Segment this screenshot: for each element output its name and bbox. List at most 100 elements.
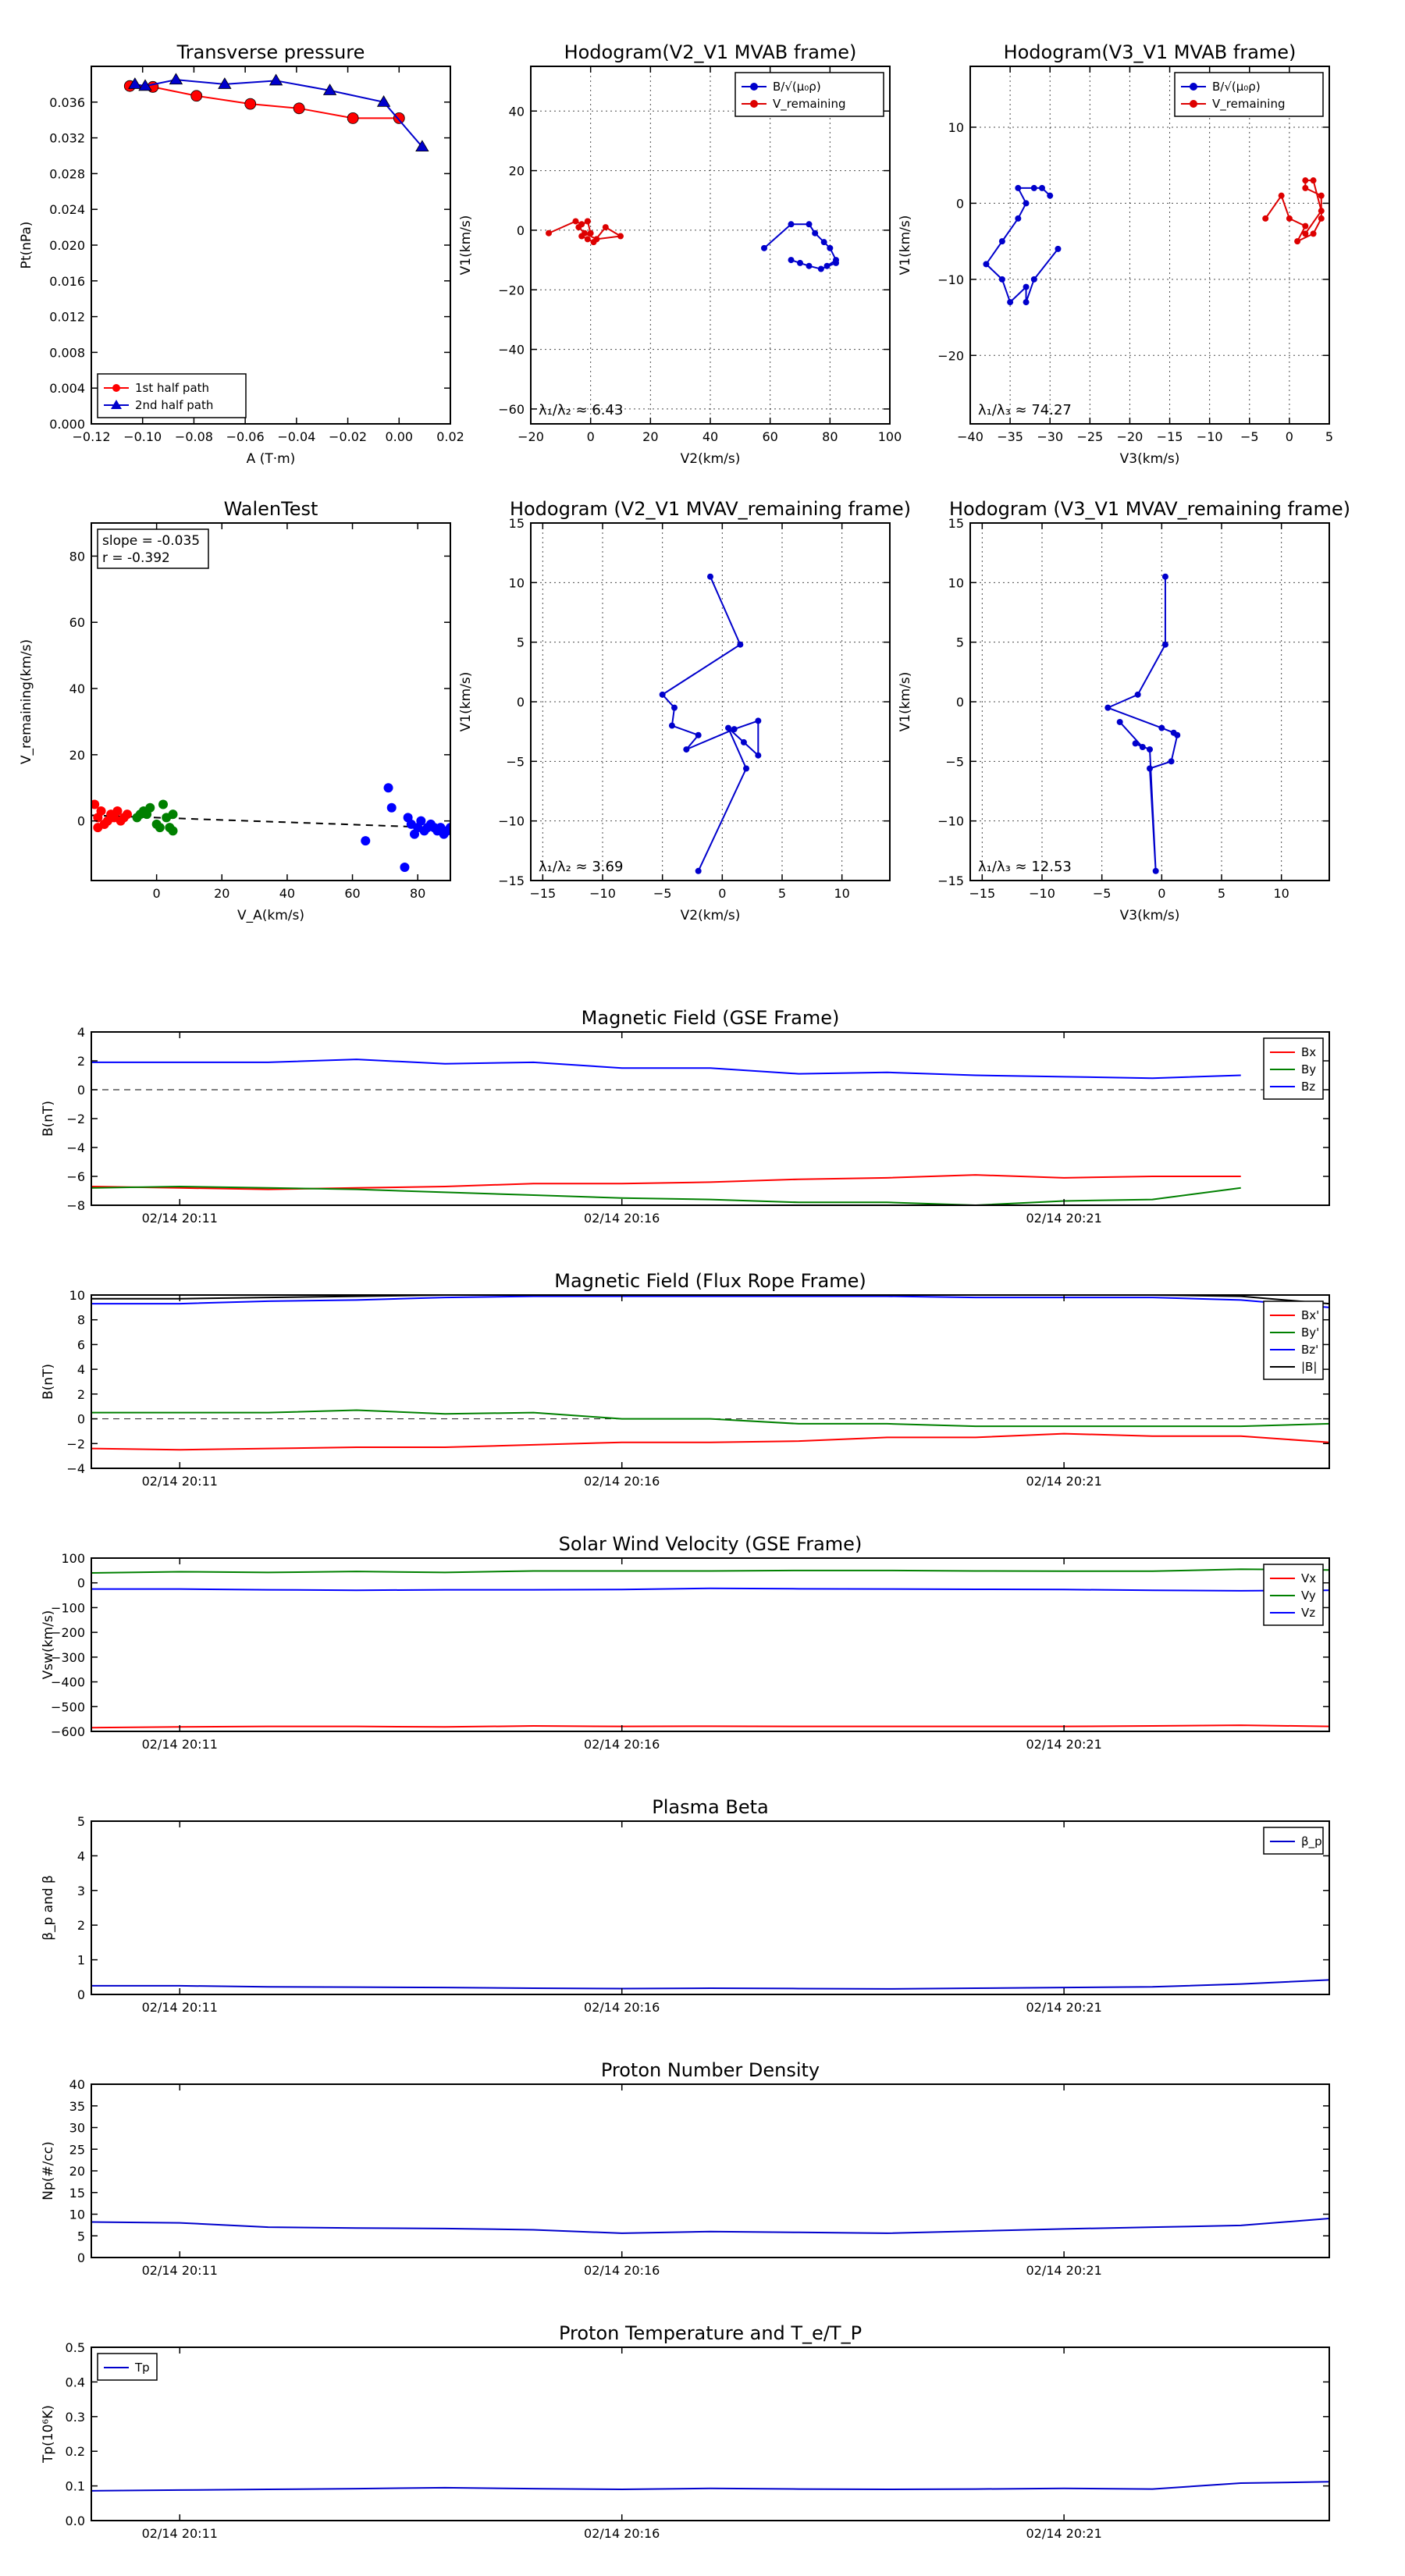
series-line [91, 1587, 1329, 1592]
tick-label-x: 02/14 20:21 [1026, 2000, 1101, 2015]
annotation-box [97, 528, 209, 569]
tick-label-x: −0.12 [72, 429, 110, 444]
tick-label-x: −20 [1117, 429, 1144, 444]
tick-label-y: 0.000 [49, 417, 85, 432]
series-line [91, 2481, 1329, 2492]
tick-label-y: 1 [77, 1953, 85, 1968]
tick-label-y: −10 [498, 814, 525, 829]
chart-title: Transverse pressure [176, 41, 365, 63]
tick-label-x: 02/14 20:11 [142, 1737, 218, 1752]
axis-label-y: V_remaining(km/s) [19, 639, 34, 764]
series-B/√(μ₀ρ) [983, 184, 1062, 306]
legend-label: By' [1301, 1325, 1319, 1340]
legend-marker [750, 100, 758, 108]
chart-title: Proton Number Density [601, 2059, 820, 2081]
data-point [446, 823, 450, 833]
data-point [725, 724, 731, 731]
tick-label-y: 2 [77, 1918, 85, 1933]
data-point [1134, 691, 1141, 698]
tick-label-y: 0.004 [49, 381, 85, 396]
annotation-line: r = -0.392 [102, 550, 170, 566]
series-β_p [91, 1979, 1329, 1990]
tick-label-y: 0.032 [49, 131, 85, 146]
tick-label-y: 10 [69, 2208, 85, 2222]
tick-label-x: 100 [878, 429, 902, 444]
tick-label-y: 0 [77, 2250, 85, 2265]
tick-label-y: −600 [51, 1724, 85, 1739]
series-line [91, 1568, 1329, 1574]
tick-label-y: 0.020 [49, 238, 85, 253]
tick-label-y: −400 [51, 1675, 85, 1690]
tick-label-y: −5 [506, 754, 525, 769]
legend-label: V_remaining [773, 97, 846, 112]
chart-title: Solar Wind Velocity (GSE Frame) [559, 1533, 863, 1555]
data-point [1104, 704, 1112, 711]
axis-label-y: Tp(10⁶K) [41, 2405, 56, 2464]
tick-label-x: −15 [1157, 429, 1183, 444]
data-point [820, 239, 827, 246]
data-point [788, 257, 795, 264]
legend-marker [1190, 100, 1197, 108]
tick-label-x: −25 [1076, 429, 1103, 444]
tick-label-y: −10 [937, 814, 964, 829]
series-1st half path [123, 80, 405, 124]
series-0 [91, 2218, 1329, 2234]
tick-label-x: 02/14 20:16 [584, 1737, 660, 1752]
axis-label-y: V1(km/s) [898, 672, 913, 732]
series-2 [361, 783, 450, 873]
legend-label: Vy [1301, 1589, 1316, 1603]
legend-label: |B| [1301, 1360, 1317, 1374]
data-point [1147, 746, 1153, 753]
data-point [1055, 245, 1062, 252]
tick-label-x: 02/14 20:16 [584, 1474, 660, 1489]
legend-box [735, 72, 884, 117]
data-point [393, 112, 405, 124]
data-point [1294, 238, 1301, 245]
tick-label-x: −10 [1197, 429, 1223, 444]
tick-label-y: 2 [77, 1054, 85, 1069]
tick-label-x: 40 [279, 886, 295, 901]
axes-frame [91, 522, 451, 881]
tick-label-y: 10 [948, 120, 964, 135]
data-point [169, 73, 183, 85]
tick-label-y: 80 [69, 549, 85, 564]
chart-title: Magnetic Field (Flux Rope Frame) [554, 1270, 866, 1292]
tick-label-x: 0 [1158, 886, 1165, 901]
data-point [99, 819, 109, 829]
series-line [91, 1185, 1241, 1205]
tick-label-x: 0.00 [385, 429, 413, 444]
tick-label-x: 02/14 20:21 [1026, 2263, 1101, 2278]
data-point [1007, 299, 1014, 306]
tick-label-y: 40 [69, 2077, 85, 2092]
tick-label-y: 0.024 [49, 202, 85, 217]
tick-label-x: −40 [957, 429, 984, 444]
tick-label-x: −0.02 [329, 429, 367, 444]
data-point [833, 259, 839, 266]
axis-label-y: Vsw(km/s) [41, 1610, 56, 1680]
tick-label-x: 02/14 20:11 [142, 2526, 218, 2541]
tick-label-y: 0 [77, 1083, 85, 1098]
data-point [827, 244, 834, 251]
chart-panel-3: 0 20 40 60 80 0 20 40 60 80 WalenTest V_A(km/s) V_re… [19, 498, 451, 923]
tick-label-y: 20 [69, 748, 85, 763]
chart-panel-11: 02/14 20:11 02/14 20:16 02/14 20:21 0.0 0.1 0… [41, 2322, 1330, 2541]
legend-label: 2nd half path [135, 398, 213, 412]
legend: Bx' By' Bz' |B| [1263, 1300, 1324, 1380]
tick-label-y: 3 [77, 1884, 85, 1898]
data-point [998, 238, 1005, 245]
data-point [659, 691, 666, 698]
chart-panel-7: 02/14 20:11 02/14 20:16 02/14 20:21 −4 −2 0 2 4… [41, 1270, 1330, 1489]
axes-frame [91, 2347, 1330, 2521]
tick-label-y: 0.036 [49, 95, 85, 110]
axis-label-y: Pt(nPa) [19, 222, 34, 269]
legend: Tp [97, 2353, 158, 2381]
chart-panel-9: 02/14 20:11 02/14 20:16 02/14 20:21 0 1 2 3 4 5 P… [41, 1796, 1330, 2015]
tick-label-y: 0 [77, 814, 85, 829]
data-point [1158, 724, 1165, 731]
data-point [269, 73, 283, 86]
series-line [130, 85, 400, 119]
tick-label-x: 10 [834, 886, 849, 901]
legend-marker [750, 83, 758, 91]
tick-label-x: 0 [587, 429, 595, 444]
